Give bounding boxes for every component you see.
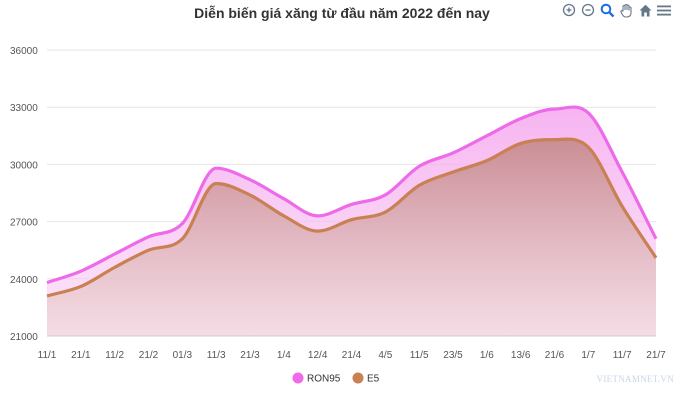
e5-point — [350, 218, 354, 222]
x-tick-label: 21/4 — [342, 350, 362, 361]
y-tick-label: 24000 — [10, 275, 38, 286]
y-tick-label: 33000 — [10, 103, 38, 114]
e5-point — [586, 145, 590, 149]
x-tick-label: 11/2 — [105, 350, 124, 361]
ron95-point — [180, 222, 184, 226]
y-tick-label: 21000 — [10, 332, 38, 343]
x-tick-label: 13/6 — [511, 350, 531, 361]
x-tick-label: 01/3 — [173, 350, 193, 361]
ron95-point — [620, 170, 624, 174]
e5-point — [316, 229, 320, 233]
legend-item-e5[interactable]: E5 — [352, 372, 380, 385]
e5-line — [46, 137, 658, 298]
e5-point — [451, 170, 455, 174]
y-tick-label: 36000 — [10, 46, 38, 57]
ron95-point — [654, 237, 658, 241]
y-tick-label: 30000 — [10, 160, 38, 171]
e5-point — [214, 181, 218, 185]
e5-point — [147, 248, 151, 252]
e5-point — [620, 204, 624, 208]
ron95-point — [417, 164, 421, 168]
x-tick-label: 1/4 — [277, 350, 291, 361]
ron95-point — [113, 252, 117, 256]
legend-label-ron95: RON95 — [307, 374, 341, 385]
ron95-point — [316, 214, 320, 218]
e5-point — [417, 183, 421, 187]
legend-item-ron95[interactable]: RON95 — [292, 372, 341, 385]
x-tick-label: 11/5 — [410, 350, 429, 361]
legend-marker-ron95 — [292, 372, 304, 384]
e5-point — [654, 256, 658, 260]
zoom-in-icon[interactable] — [561, 2, 577, 18]
ron95-point — [553, 107, 557, 111]
ron95-point — [485, 134, 489, 138]
e5-point — [485, 159, 489, 163]
e5-point — [248, 193, 252, 197]
e5-point — [79, 284, 83, 288]
x-tick-label: 12/4 — [308, 350, 328, 361]
x-tick-label: 21/7 — [646, 350, 666, 361]
x-tick-label: 1/6 — [480, 350, 494, 361]
ron95-line — [46, 105, 658, 285]
ron95-point — [586, 111, 590, 115]
e5-point — [282, 214, 286, 218]
legend-marker-e5 — [352, 372, 364, 384]
e5-point — [45, 294, 49, 298]
magnifier-icon[interactable] — [599, 2, 615, 18]
ron95-point — [350, 202, 354, 206]
zoom-out-icon[interactable] — [580, 2, 596, 18]
ron95-point — [79, 269, 83, 273]
ron95-point — [248, 178, 252, 182]
watermark: VIETNAMNET.VN — [596, 374, 674, 384]
ron95-point — [45, 281, 49, 285]
x-tick-label: 21/2 — [139, 350, 159, 361]
e5-point — [180, 237, 184, 241]
x-tick-label: 21/3 — [240, 350, 260, 361]
x-tick-label: 21/6 — [545, 350, 565, 361]
pan-hand-icon[interactable] — [618, 2, 634, 18]
e5-point — [383, 210, 387, 214]
e5-point — [519, 141, 523, 145]
y-tick-label: 27000 — [10, 218, 38, 229]
e5-point — [113, 265, 117, 269]
ron95-point — [282, 197, 286, 201]
e5-point — [553, 138, 557, 142]
ron95-point — [147, 235, 151, 239]
legend-label-e5: E5 — [367, 374, 380, 385]
ron95-point — [519, 117, 523, 121]
ron95-point — [383, 193, 387, 197]
x-tick-label: 11/1 — [38, 350, 57, 361]
ron95-point — [451, 151, 455, 155]
home-icon[interactable] — [637, 2, 653, 18]
x-tick-label: 21/1 — [71, 350, 91, 361]
e5-area — [47, 139, 656, 336]
chart-toolbar — [561, 2, 672, 18]
x-tick-label: 23/5 — [443, 350, 463, 361]
x-tick-label: 4/5 — [378, 350, 392, 361]
x-tick-label: 11/7 — [613, 350, 632, 361]
x-tick-label: 11/3 — [207, 350, 226, 361]
chart-title: Diễn biến giá xăng từ đầu năm 2022 đến n… — [194, 5, 490, 21]
ron95-point — [214, 166, 218, 170]
x-tick-label: 1/7 — [581, 350, 595, 361]
menu-icon[interactable] — [656, 2, 672, 18]
